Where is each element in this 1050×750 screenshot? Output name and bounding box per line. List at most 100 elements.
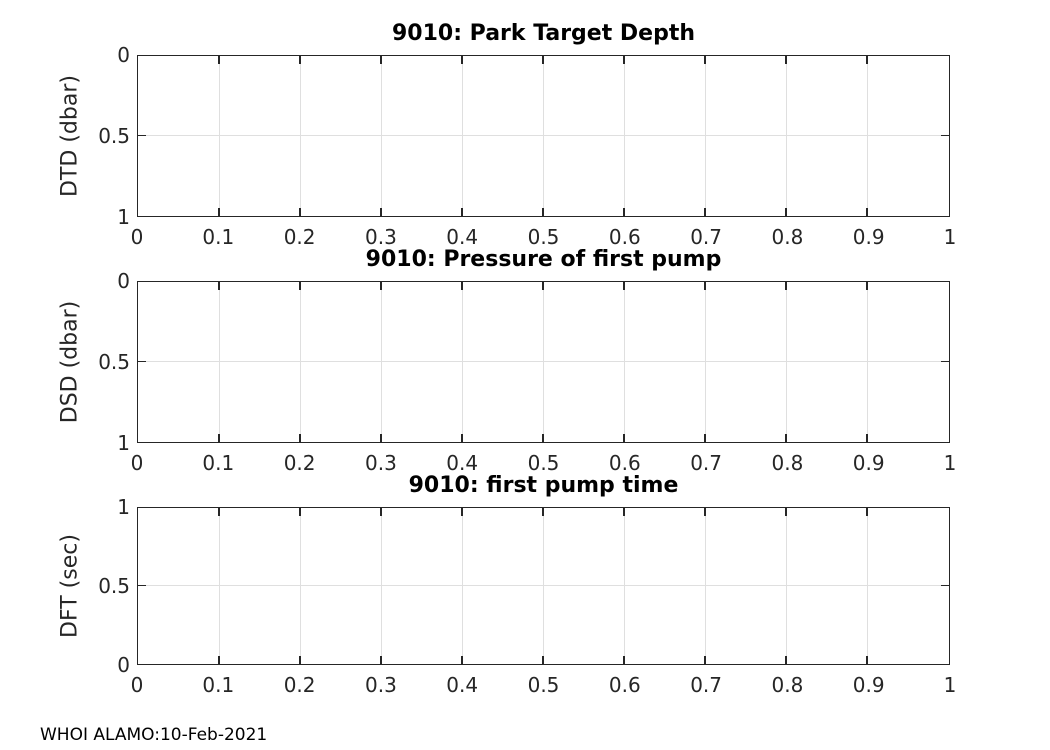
axis-tick [380,56,382,64]
axis-tick [299,434,301,442]
plot-title: 9010: first pump time [408,473,679,498]
x-tick-label: 0.4 [446,673,479,697]
grid-line-horizontal [138,135,949,136]
grid-line-vertical [623,282,625,442]
axis-tick [461,282,463,290]
x-tick-label: 0 [130,673,144,697]
x-tick-label: 1 [943,451,957,475]
y-tick-label: 1 [117,205,130,229]
axis-tick [299,208,301,216]
axis-tick [380,208,382,216]
grid-line-vertical [542,56,544,216]
axis-tick [704,208,706,216]
x-tick-label: 0.3 [364,225,397,249]
axis-tick [866,282,868,290]
grid-line-vertical [866,56,868,216]
y-tick-label: 0.5 [98,574,130,598]
axis-tick [866,56,868,64]
grid-line-vertical [380,56,382,216]
grid-line-horizontal [138,585,949,586]
axis-tick [380,282,382,290]
axis-tick [866,508,868,516]
axis-tick [704,508,706,516]
y-tick-label: 0 [117,269,130,293]
x-tick-label: 0.2 [283,673,316,697]
axis-tick [866,434,868,442]
x-tick-label: 0.1 [202,673,235,697]
axis-tick [380,508,382,516]
axis-tick [785,208,787,216]
grid-line-vertical [218,56,220,216]
y-tick-label: 0.5 [98,124,130,148]
axis-tick [218,508,220,516]
plot-area [137,55,950,217]
axis-tick [623,434,625,442]
axis-tick [704,434,706,442]
axis-tick [542,208,544,216]
x-tick-label: 0 [130,451,144,475]
x-tick-label: 1 [943,673,957,697]
x-tick-label: 0.5 [527,225,560,249]
axis-tick [704,56,706,64]
axis-tick [299,656,301,664]
y-tick-label: 0 [117,43,130,67]
x-tick-label: 0.7 [690,673,722,697]
axis-tick [461,508,463,516]
grid-line-vertical [866,282,868,442]
axis-tick [380,656,382,664]
axis-tick [704,656,706,664]
grid-line-vertical [542,282,544,442]
x-tick-label: 0.1 [202,451,235,475]
axis-tick [623,282,625,290]
axis-tick [138,584,146,587]
grid-line-vertical [299,282,301,442]
grid-line-vertical [299,508,301,664]
y-tick-label: 1 [117,431,130,455]
axis-tick [299,56,301,64]
grid-line-vertical [623,56,625,216]
axis-tick [218,656,220,664]
axis-tick [542,434,544,442]
axis-tick [461,656,463,664]
axis-tick [623,656,625,664]
grid-line-vertical [461,56,463,216]
y-tick-label: 1 [117,495,130,519]
grid-line-vertical [218,282,220,442]
grid-line-vertical [785,56,787,216]
axis-tick [542,656,544,664]
x-tick-label: 0.4 [446,225,479,249]
x-tick-label: 0.5 [527,451,560,475]
axis-tick [866,656,868,664]
grid-line-vertical [785,282,787,442]
x-tick-label: 0.9 [852,225,885,249]
x-tick-label: 0.9 [852,673,885,697]
grid-line-vertical [866,508,868,664]
x-tick-label: 0.9 [852,451,885,475]
grid-line-vertical [380,282,382,442]
grid-line-vertical [461,508,463,664]
x-tick-label: 0.8 [771,225,804,249]
x-tick-label: 0.7 [690,451,722,475]
axis-tick [941,360,949,363]
axis-tick [785,434,787,442]
axis-tick [218,208,220,216]
plot-title: 9010: Park Target Depth [391,21,696,46]
axis-tick [299,508,301,516]
axis-tick [941,134,949,137]
x-tick-label: 0.8 [771,673,804,697]
x-tick-label: 0.6 [608,451,641,475]
x-tick-label: 0.1 [202,225,235,249]
x-tick-label: 0.5 [527,673,560,697]
grid-line-vertical [704,282,706,442]
x-tick-label: 0.6 [608,225,641,249]
axis-tick [623,208,625,216]
axis-tick [785,56,787,64]
axis-tick [461,208,463,216]
axis-tick [461,434,463,442]
x-tick-label: 1 [943,225,957,249]
axis-tick [138,360,146,363]
x-tick-label: 0.7 [690,225,722,249]
x-tick-label: 0 [130,225,144,249]
axis-tick [380,434,382,442]
